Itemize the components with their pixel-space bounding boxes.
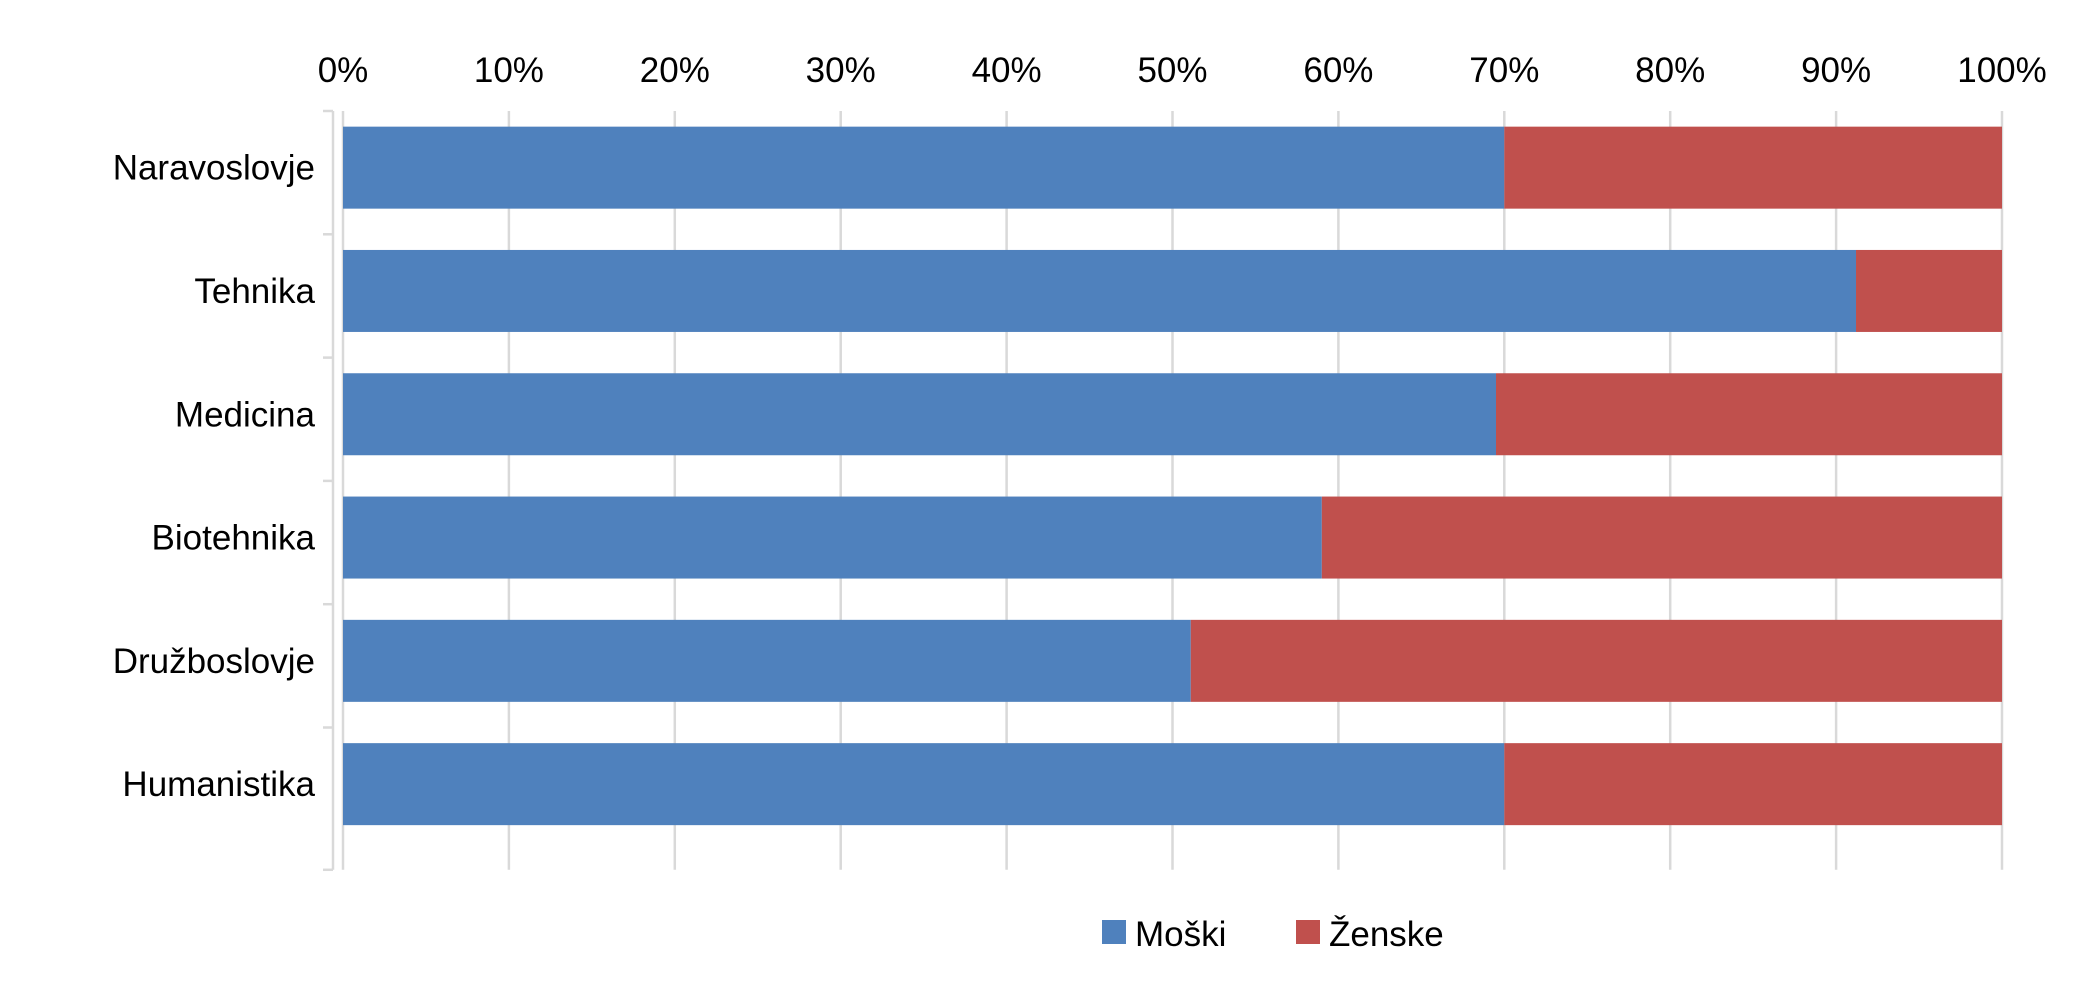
x-tick-label: 20%	[640, 51, 710, 90]
bar-series-1	[343, 743, 1505, 826]
legend-label: Moški	[1135, 915, 1226, 954]
x-tick-label: 40%	[972, 51, 1042, 90]
x-tick-label: 30%	[806, 51, 876, 90]
y-category-label: Naravoslovje	[113, 149, 315, 188]
y-category-label: Humanistika	[122, 765, 315, 804]
x-tick-label: 0%	[318, 51, 369, 90]
legend-swatch	[1102, 920, 1126, 944]
bar-series-1	[343, 619, 1191, 702]
x-tick-label: 100%	[1957, 51, 2047, 90]
x-tick-label: 90%	[1801, 51, 1871, 90]
bar-series-2	[1321, 496, 2002, 579]
x-tick-label: 10%	[474, 51, 544, 90]
bar-series-1	[343, 496, 1322, 579]
legend: Moški Ženske	[1102, 915, 1444, 954]
y-axis-categories: Naravoslovje Tehnika Medicina Biotehnika Dru…	[113, 149, 316, 805]
x-tick-label: 80%	[1635, 51, 1705, 90]
bar-series-2	[1496, 373, 2002, 456]
legend-swatch	[1296, 920, 1320, 944]
bar-series-2	[1504, 126, 2002, 209]
x-axis-ticks: 0% 10% 20% 30% 40% 50% 60% 70% 80% 90% 100%	[318, 51, 2047, 90]
y-category-label: Medicina	[175, 395, 316, 434]
y-category-label: Družboslovje	[113, 642, 315, 681]
bar-series-2	[1856, 249, 2002, 332]
bar-series-1	[343, 249, 1857, 332]
bar-series-2	[1190, 619, 2002, 702]
bar-series-1	[343, 126, 1505, 209]
x-tick-label: 70%	[1469, 51, 1539, 90]
y-category-label: Tehnika	[194, 272, 315, 311]
bar-series-2	[1504, 743, 2002, 826]
x-tick-label: 60%	[1303, 51, 1373, 90]
y-category-label: Biotehnika	[152, 519, 316, 558]
bar-series-1	[343, 373, 1497, 456]
x-tick-label: 50%	[1137, 51, 1207, 90]
bars	[343, 126, 2002, 826]
legend-label: Ženske	[1329, 915, 1444, 954]
